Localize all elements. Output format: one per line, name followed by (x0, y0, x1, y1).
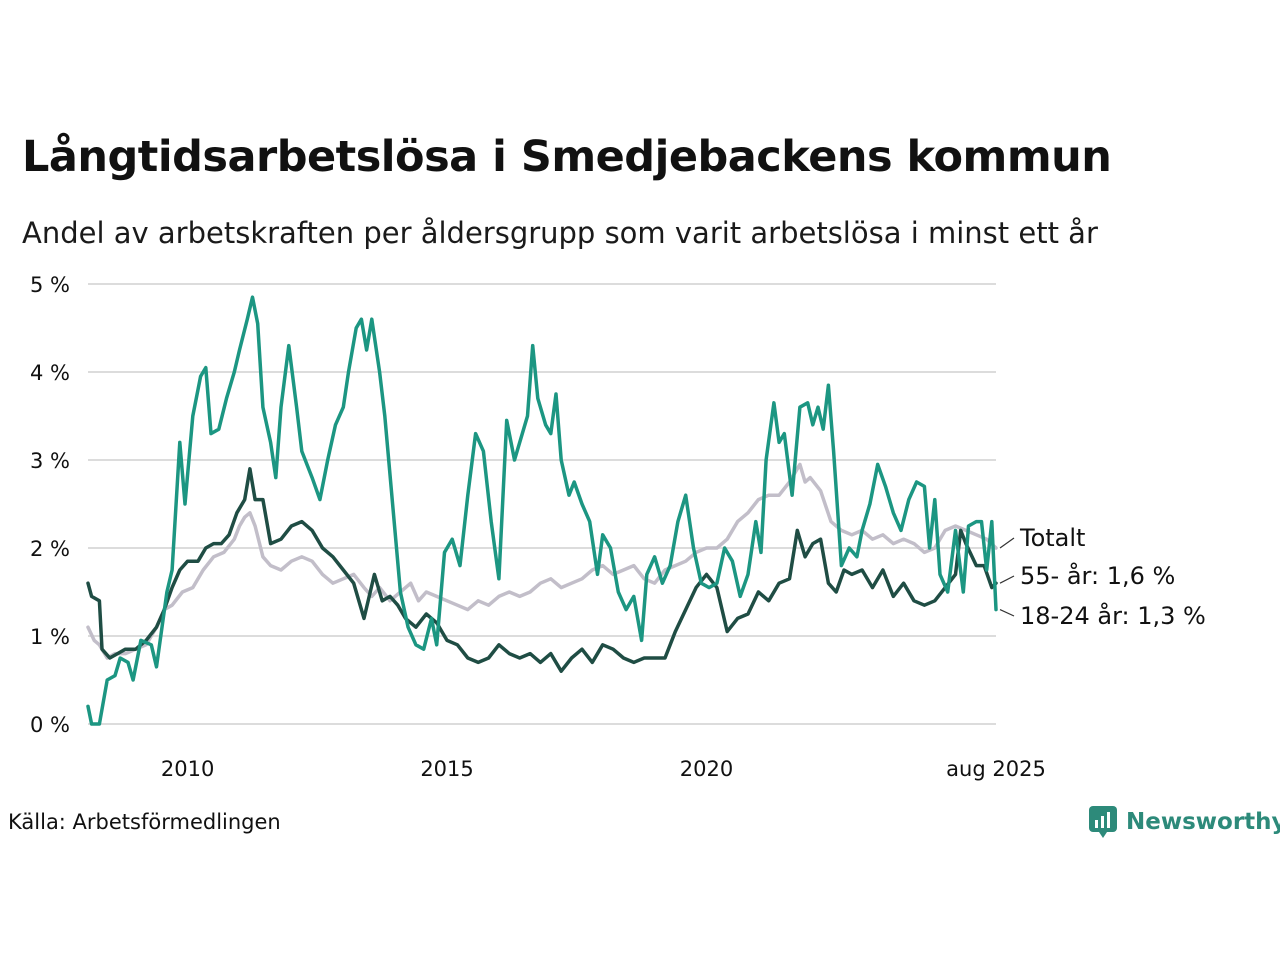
x-tick-label: 2020 (680, 757, 733, 781)
y-tick-label: 5 % (30, 273, 70, 297)
label-leader-line (999, 609, 1015, 617)
label-leader-line (999, 575, 1015, 584)
y-tick-label: 4 % (30, 361, 70, 385)
x-tick-label: 2015 (420, 757, 473, 781)
x-tick-label: 2010 (161, 757, 214, 781)
series-end-label: 55- år: 1,6 % (1020, 561, 1175, 590)
series-end-label: Totalt (1019, 524, 1085, 552)
chart-title: Långtidsarbetslösa i Smedjebackens kommu… (22, 132, 1112, 182)
series-end-label: 18-24 år: 1,3 % (1020, 601, 1206, 630)
y-tick-label: 2 % (30, 537, 70, 561)
series-line-totalt (86, 462, 998, 660)
y-tick-label: 0 % (30, 713, 70, 737)
series-end-labels: Totalt 55- år: 1,6 % 18-24 år: 1,3 % (999, 524, 1206, 630)
label-leader-line (999, 537, 1015, 549)
gridlines (88, 283, 996, 725)
x-tick-label: aug 2025 (946, 757, 1046, 781)
newsworthy-logo-icon (1089, 806, 1117, 838)
y-axis-tick-labels: 0 % 1 % 2 % 3 % 4 % 5 % (30, 273, 70, 737)
y-tick-label: 3 % (30, 449, 70, 473)
chart-subtitle: Andel av arbetskraften per åldersgrupp s… (22, 216, 1098, 250)
y-tick-label: 1 % (30, 625, 70, 649)
brand-name: Newsworthy (1126, 809, 1280, 835)
series-line-18-24 (86, 295, 998, 726)
series-line-55- (86, 467, 998, 673)
source-note: Källa: Arbetsförmedlingen (8, 810, 281, 834)
brand-logo: Newsworthy (1088, 804, 1280, 840)
x-axis-tick-labels: 2010 2015 2020 aug 2025 (161, 757, 1046, 781)
series-lines (86, 295, 998, 726)
